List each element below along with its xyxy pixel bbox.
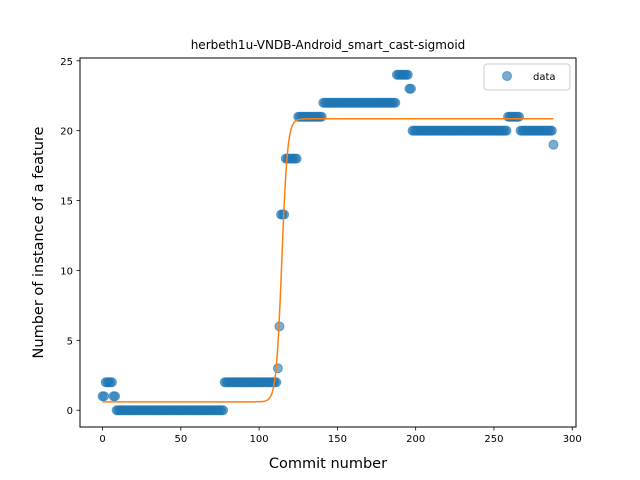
y-tick-label: 25	[60, 57, 73, 68]
x-tick-label: 250	[484, 434, 503, 445]
axes-frame	[79, 57, 577, 428]
data-point	[390, 97, 401, 108]
x-tick-label: 100	[250, 434, 269, 445]
x-tick-label: 50	[174, 434, 187, 445]
data-point	[291, 153, 302, 164]
x-axis: 0 50 100 150 200 250 300	[99, 427, 582, 445]
data-point	[548, 139, 559, 150]
data-point	[218, 405, 229, 416]
data-point	[110, 391, 121, 402]
y-tick-label: 10	[60, 266, 73, 277]
data-point	[514, 111, 525, 122]
data-point	[402, 69, 413, 80]
legend-marker-data	[502, 71, 512, 81]
data-point	[405, 83, 416, 94]
y-axis-label: Number of instance of a feature	[31, 126, 47, 358]
plot-area	[97, 69, 559, 416]
y-tick-label: 0	[67, 406, 73, 417]
x-axis-label: Commit number	[269, 456, 387, 472]
data-point	[272, 363, 283, 374]
chart-title: herbeth1u-VNDB-Android_smart_cast-sigmoi…	[191, 38, 466, 52]
y-tick-label: 5	[67, 336, 73, 347]
legend-frame	[483, 63, 571, 91]
y-tick-label: 15	[60, 197, 73, 208]
data-point	[106, 377, 117, 388]
legend-label-data: data	[533, 72, 556, 83]
data-point	[546, 125, 557, 136]
y-tick-label: 20	[60, 127, 73, 138]
x-tick-label: 300	[563, 434, 582, 445]
data-point	[316, 111, 327, 122]
x-tick-label: 200	[406, 434, 425, 445]
sigmoid-fit-line	[102, 118, 554, 403]
y-axis: 0 5 10 15 20 25	[60, 57, 80, 417]
data-point	[501, 125, 512, 136]
data-point	[99, 391, 110, 402]
x-tick-label: 0	[99, 434, 105, 445]
x-tick-label: 150	[328, 434, 347, 445]
legend: data	[483, 63, 571, 91]
